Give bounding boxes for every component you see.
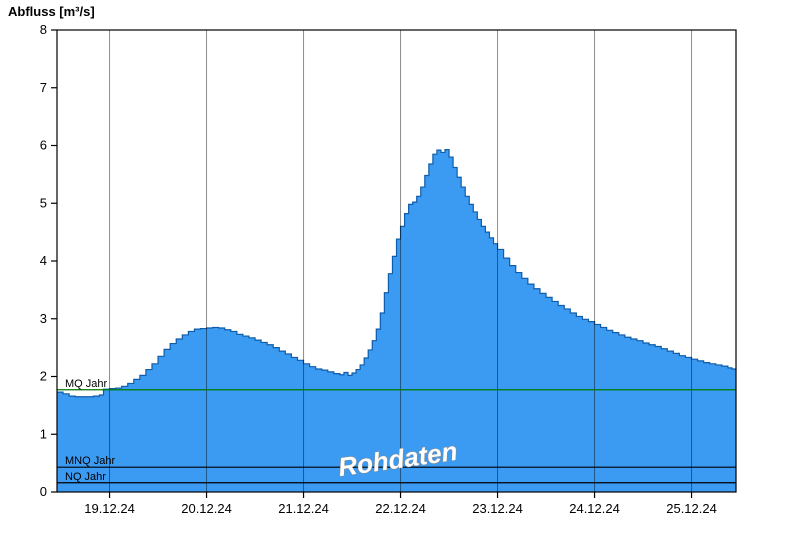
y-axis: 0 1 2 3 4 5 6 7 8 bbox=[40, 22, 57, 499]
y-tick-label: 1 bbox=[40, 426, 47, 441]
y-tick-label: 0 bbox=[40, 484, 47, 499]
reference-label: MQ Jahr bbox=[65, 378, 108, 390]
x-axis: 19.12.24 20.12.24 21.12.24 22.12.24 23.12.24… bbox=[84, 492, 717, 516]
x-tick-label: 22.12.24 bbox=[375, 501, 426, 516]
reference-label: MNQ Jahr bbox=[65, 455, 115, 467]
y-tick-label: 3 bbox=[40, 311, 47, 326]
y-axis-title: Abfluss [m³/s] bbox=[8, 4, 95, 19]
y-tick-label: 8 bbox=[40, 22, 47, 37]
x-tick-label: 23.12.24 bbox=[472, 501, 523, 516]
x-tick-label: 19.12.24 bbox=[84, 501, 135, 516]
x-tick-label: 21.12.24 bbox=[278, 501, 329, 516]
y-tick-label: 6 bbox=[40, 138, 47, 153]
reference-label: NQ Jahr bbox=[65, 471, 106, 483]
y-tick-label: 2 bbox=[40, 369, 47, 384]
discharge-line bbox=[57, 148, 737, 398]
y-tick-label: 5 bbox=[40, 195, 47, 210]
y-tick-label: 4 bbox=[40, 253, 47, 268]
y-tick-label: 7 bbox=[40, 80, 47, 95]
gridlines bbox=[109, 30, 693, 492]
discharge-area bbox=[57, 149, 736, 493]
x-tick-label: 20.12.24 bbox=[181, 501, 232, 516]
x-tick-label: 24.12.24 bbox=[569, 501, 620, 516]
x-tick-label: 25.12.24 bbox=[666, 501, 717, 516]
